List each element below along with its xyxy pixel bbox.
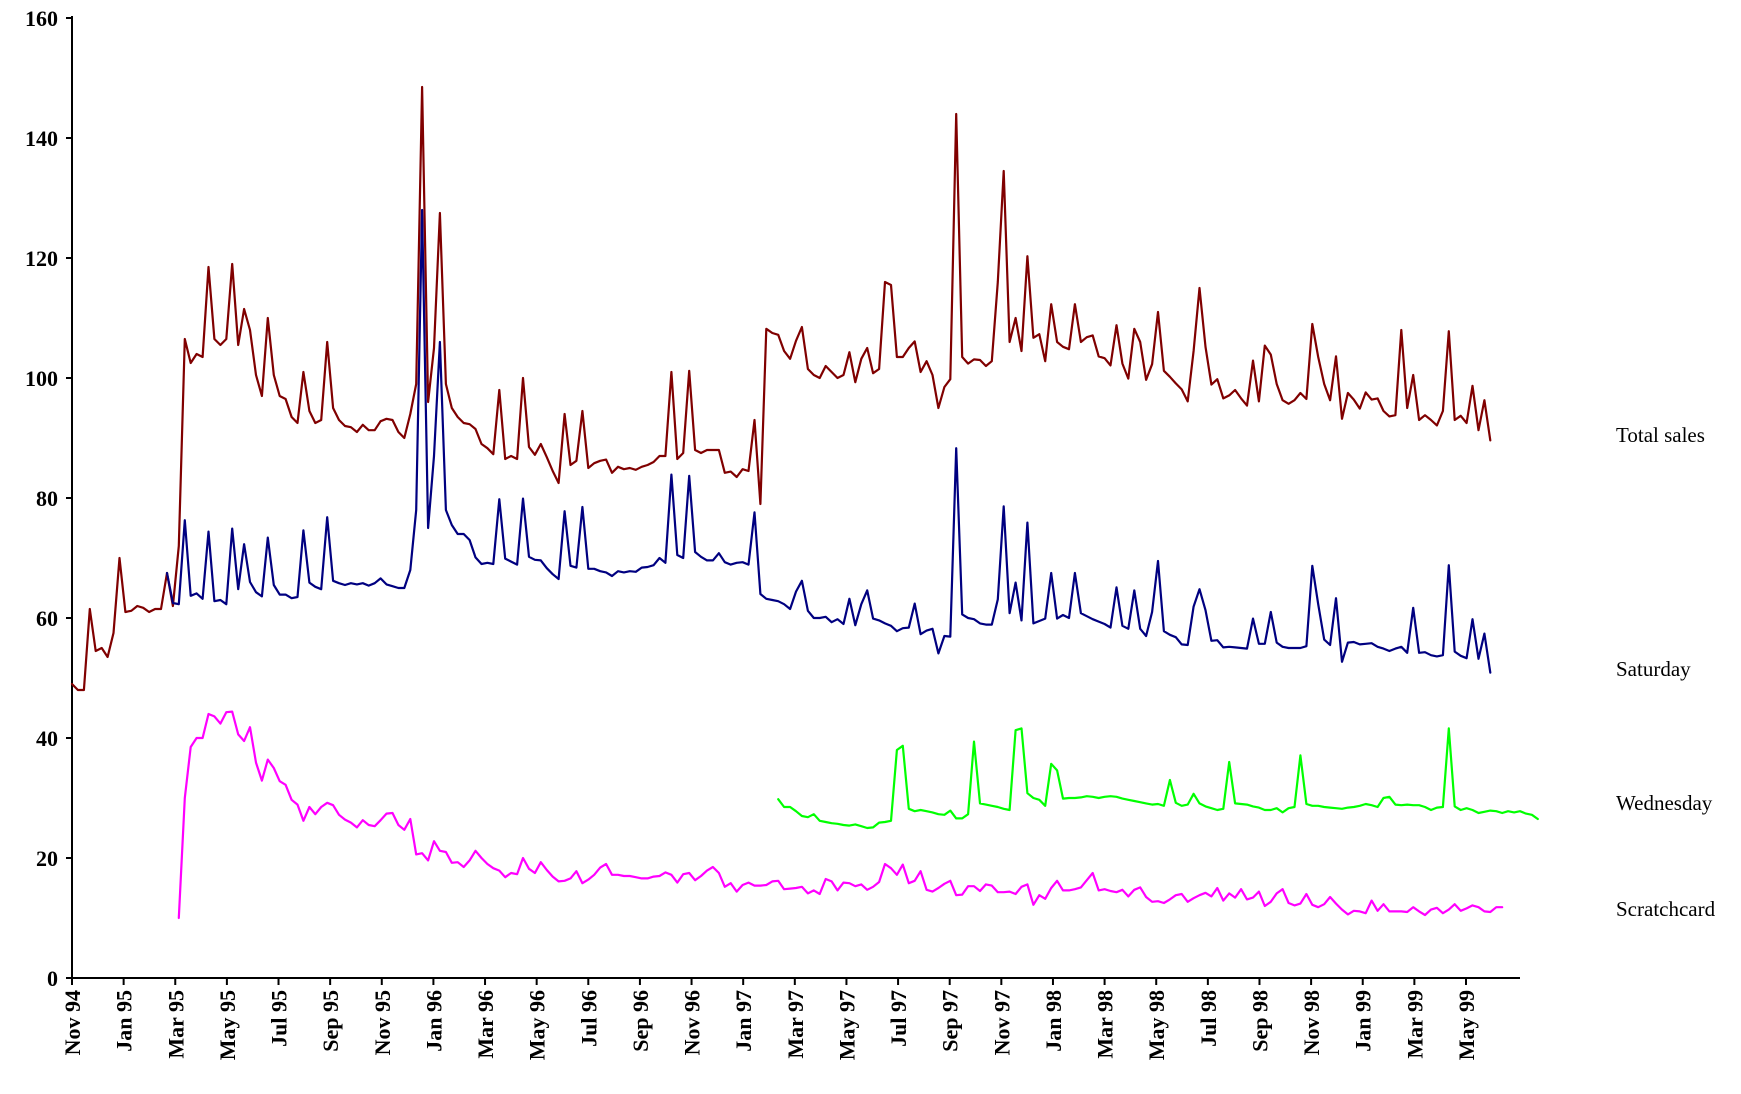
x-tick-label: Jul 95 — [267, 990, 292, 1047]
x-tick-label: Jul 98 — [1196, 990, 1221, 1047]
x-tick-label: Mar 99 — [1402, 990, 1427, 1059]
x-tick-label: Sep 95 — [318, 990, 343, 1052]
series-line-wednesday — [777, 727, 1539, 830]
x-tick-label: May 95 — [215, 990, 240, 1060]
x-tick-label: May 96 — [525, 990, 550, 1060]
x-tick-label: Mar 97 — [783, 990, 808, 1059]
x-tick-label: Nov 97 — [989, 990, 1014, 1055]
series-lines — [70, 85, 1539, 920]
y-tick-label: 20 — [36, 846, 58, 871]
series-label-total-sales: Total sales — [1616, 423, 1705, 447]
y-tick-label: 120 — [25, 246, 58, 271]
y-tick-label: 140 — [25, 126, 58, 151]
y-tick-label: 160 — [25, 6, 58, 31]
x-tick-label: Mar 96 — [473, 990, 498, 1059]
x-tick-label: Jan 98 — [1041, 990, 1066, 1052]
x-tick-label: Jan 96 — [421, 990, 446, 1052]
y-tick-label: 60 — [36, 606, 58, 631]
x-tick-label: Nov 94 — [60, 990, 85, 1055]
x-tick-label: Sep 96 — [628, 990, 653, 1052]
x-tick-label: May 99 — [1454, 990, 1479, 1060]
x-tick-label: Jan 99 — [1351, 990, 1376, 1052]
x-tick-label: Mar 98 — [1093, 990, 1118, 1059]
y-tick-label: 80 — [36, 486, 58, 511]
x-tick-label: May 98 — [1144, 990, 1169, 1060]
x-tick-label: May 97 — [834, 990, 859, 1060]
series-line-saturday — [165, 208, 1492, 674]
series-line-scratchcard — [177, 710, 1504, 920]
x-tick-label: Jul 96 — [576, 990, 601, 1047]
y-tick-label: 100 — [25, 366, 58, 391]
x-tick-label: Jan 97 — [731, 990, 756, 1052]
x-tick-label: Mar 95 — [163, 990, 188, 1059]
x-axis-ticks: Nov 94 Jan 95 Mar 95 May 95 Jul 95 Sep 95 Nov … — [60, 978, 1479, 1060]
y-tick-label: 40 — [36, 726, 58, 751]
chart-axes — [71, 16, 1520, 979]
series-line-total-sales — [70, 85, 1492, 692]
x-tick-label: Nov 95 — [370, 990, 395, 1055]
series-label-scratchcard: Scratchcard — [1616, 897, 1716, 921]
x-tick-label: Sep 98 — [1247, 990, 1272, 1052]
series-label-wednesday: Wednesday — [1616, 791, 1713, 815]
y-tick-label: 0 — [47, 966, 58, 991]
x-tick-label: Nov 96 — [680, 990, 705, 1055]
series-labels: Total sales Saturday Wednesday Scratchcard — [1616, 423, 1716, 921]
x-tick-label: Nov 98 — [1299, 990, 1324, 1055]
y-axis-ticks: 0 20 40 60 80 100 120 140 160 — [25, 6, 72, 991]
x-tick-label: Jan 95 — [112, 990, 137, 1052]
series-label-saturday: Saturday — [1616, 657, 1691, 681]
x-tick-label: Jul 97 — [886, 990, 911, 1047]
x-tick-label: Sep 97 — [938, 990, 963, 1052]
